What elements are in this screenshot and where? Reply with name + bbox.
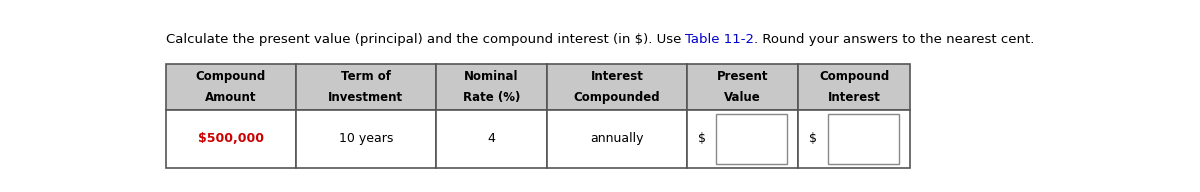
Bar <box>436 65 547 110</box>
Text: Rate (%): Rate (%) <box>463 91 520 104</box>
Text: 4: 4 <box>487 132 496 146</box>
Text: Calculate the present value (principal) and the compound interest (in $). Use: Calculate the present value (principal) … <box>166 33 685 46</box>
Bar <box>296 65 436 110</box>
Bar <box>798 110 910 168</box>
Bar <box>686 110 798 168</box>
Bar <box>828 114 899 164</box>
Text: 10 years: 10 years <box>338 132 392 146</box>
Bar <box>798 65 910 110</box>
Text: Compound: Compound <box>818 70 889 83</box>
Text: Interest: Interest <box>828 91 881 104</box>
Bar <box>686 65 798 110</box>
Text: $: $ <box>809 132 817 146</box>
Text: $: $ <box>697 132 706 146</box>
Bar <box>436 110 547 168</box>
Text: Interest: Interest <box>590 70 643 83</box>
Bar <box>166 110 296 168</box>
Text: Investment: Investment <box>328 91 403 104</box>
Text: Table 11-2: Table 11-2 <box>685 33 755 46</box>
Bar <box>547 110 686 168</box>
Text: $500,000: $500,000 <box>198 132 264 146</box>
Bar <box>716 114 787 164</box>
Text: Term of: Term of <box>341 70 391 83</box>
Text: Nominal: Nominal <box>464 70 518 83</box>
Text: Value: Value <box>724 91 761 104</box>
Text: Present: Present <box>716 70 768 83</box>
Text: annually: annually <box>590 132 643 146</box>
Text: Compound: Compound <box>196 70 266 83</box>
Text: . Round your answers to the nearest cent.: . Round your answers to the nearest cent… <box>755 33 1034 46</box>
Text: Amount: Amount <box>205 91 257 104</box>
Bar <box>547 65 686 110</box>
Bar <box>296 110 436 168</box>
Text: Compounded: Compounded <box>574 91 660 104</box>
Bar <box>166 65 296 110</box>
